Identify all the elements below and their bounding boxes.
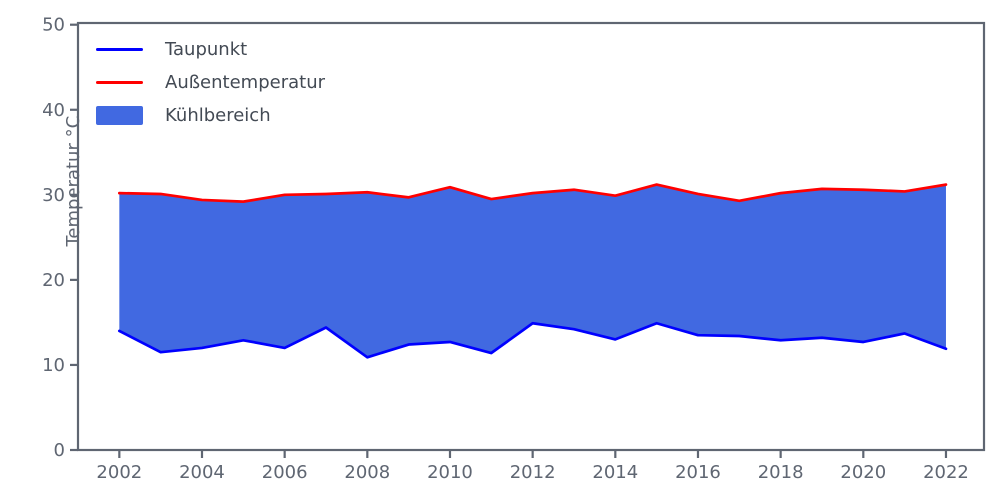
kuehlbereich-area-swatch	[96, 106, 143, 125]
x-tick-label: 2006	[262, 462, 308, 483]
legend-label-taupunkt: Taupunkt	[165, 38, 248, 60]
taupunkt-line-swatch	[96, 48, 143, 51]
x-tick-label: 2002	[96, 462, 142, 483]
x-tick-label: 2012	[510, 462, 556, 483]
legend-item-kuehlbereich: Kühlbereich	[96, 99, 325, 132]
legend-item-aussentemperatur: Außentemperatur	[96, 66, 325, 99]
aussentemperatur-line-swatch	[96, 81, 143, 84]
x-tick-label: 2022	[923, 462, 969, 483]
y-axis-label: Temperatur °C	[62, 115, 84, 247]
y-tick-label: 0	[54, 440, 65, 461]
axes-frame	[76, 21, 986, 452]
aussentemperatur-line	[117, 183, 948, 203]
taupunkt-line	[117, 321, 948, 359]
y-tick-label: 40	[42, 100, 65, 121]
x-tick-label: 2008	[344, 462, 390, 483]
x-tick-label: 2020	[840, 462, 886, 483]
x-tick-label: 2004	[179, 462, 225, 483]
kuehlbereich-area	[119, 184, 946, 358]
legend: Taupunkt Außentemperatur Kühlbereich	[96, 33, 325, 132]
x-tick-label: 2018	[758, 462, 804, 483]
x-tick-label: 2014	[592, 462, 638, 483]
y-tick-label: 20	[42, 270, 65, 291]
x-tick-label: 2010	[427, 462, 473, 483]
legend-item-taupunkt: Taupunkt	[96, 33, 325, 66]
legend-label-kuehlbereich: Kühlbereich	[165, 104, 271, 126]
y-tick-label: 10	[42, 355, 65, 376]
y-tick-label: 30	[42, 185, 65, 206]
x-tick-label: 2016	[675, 462, 721, 483]
y-tick-label: 50	[42, 15, 65, 36]
legend-label-aussentemperatur: Außentemperatur	[165, 71, 326, 93]
